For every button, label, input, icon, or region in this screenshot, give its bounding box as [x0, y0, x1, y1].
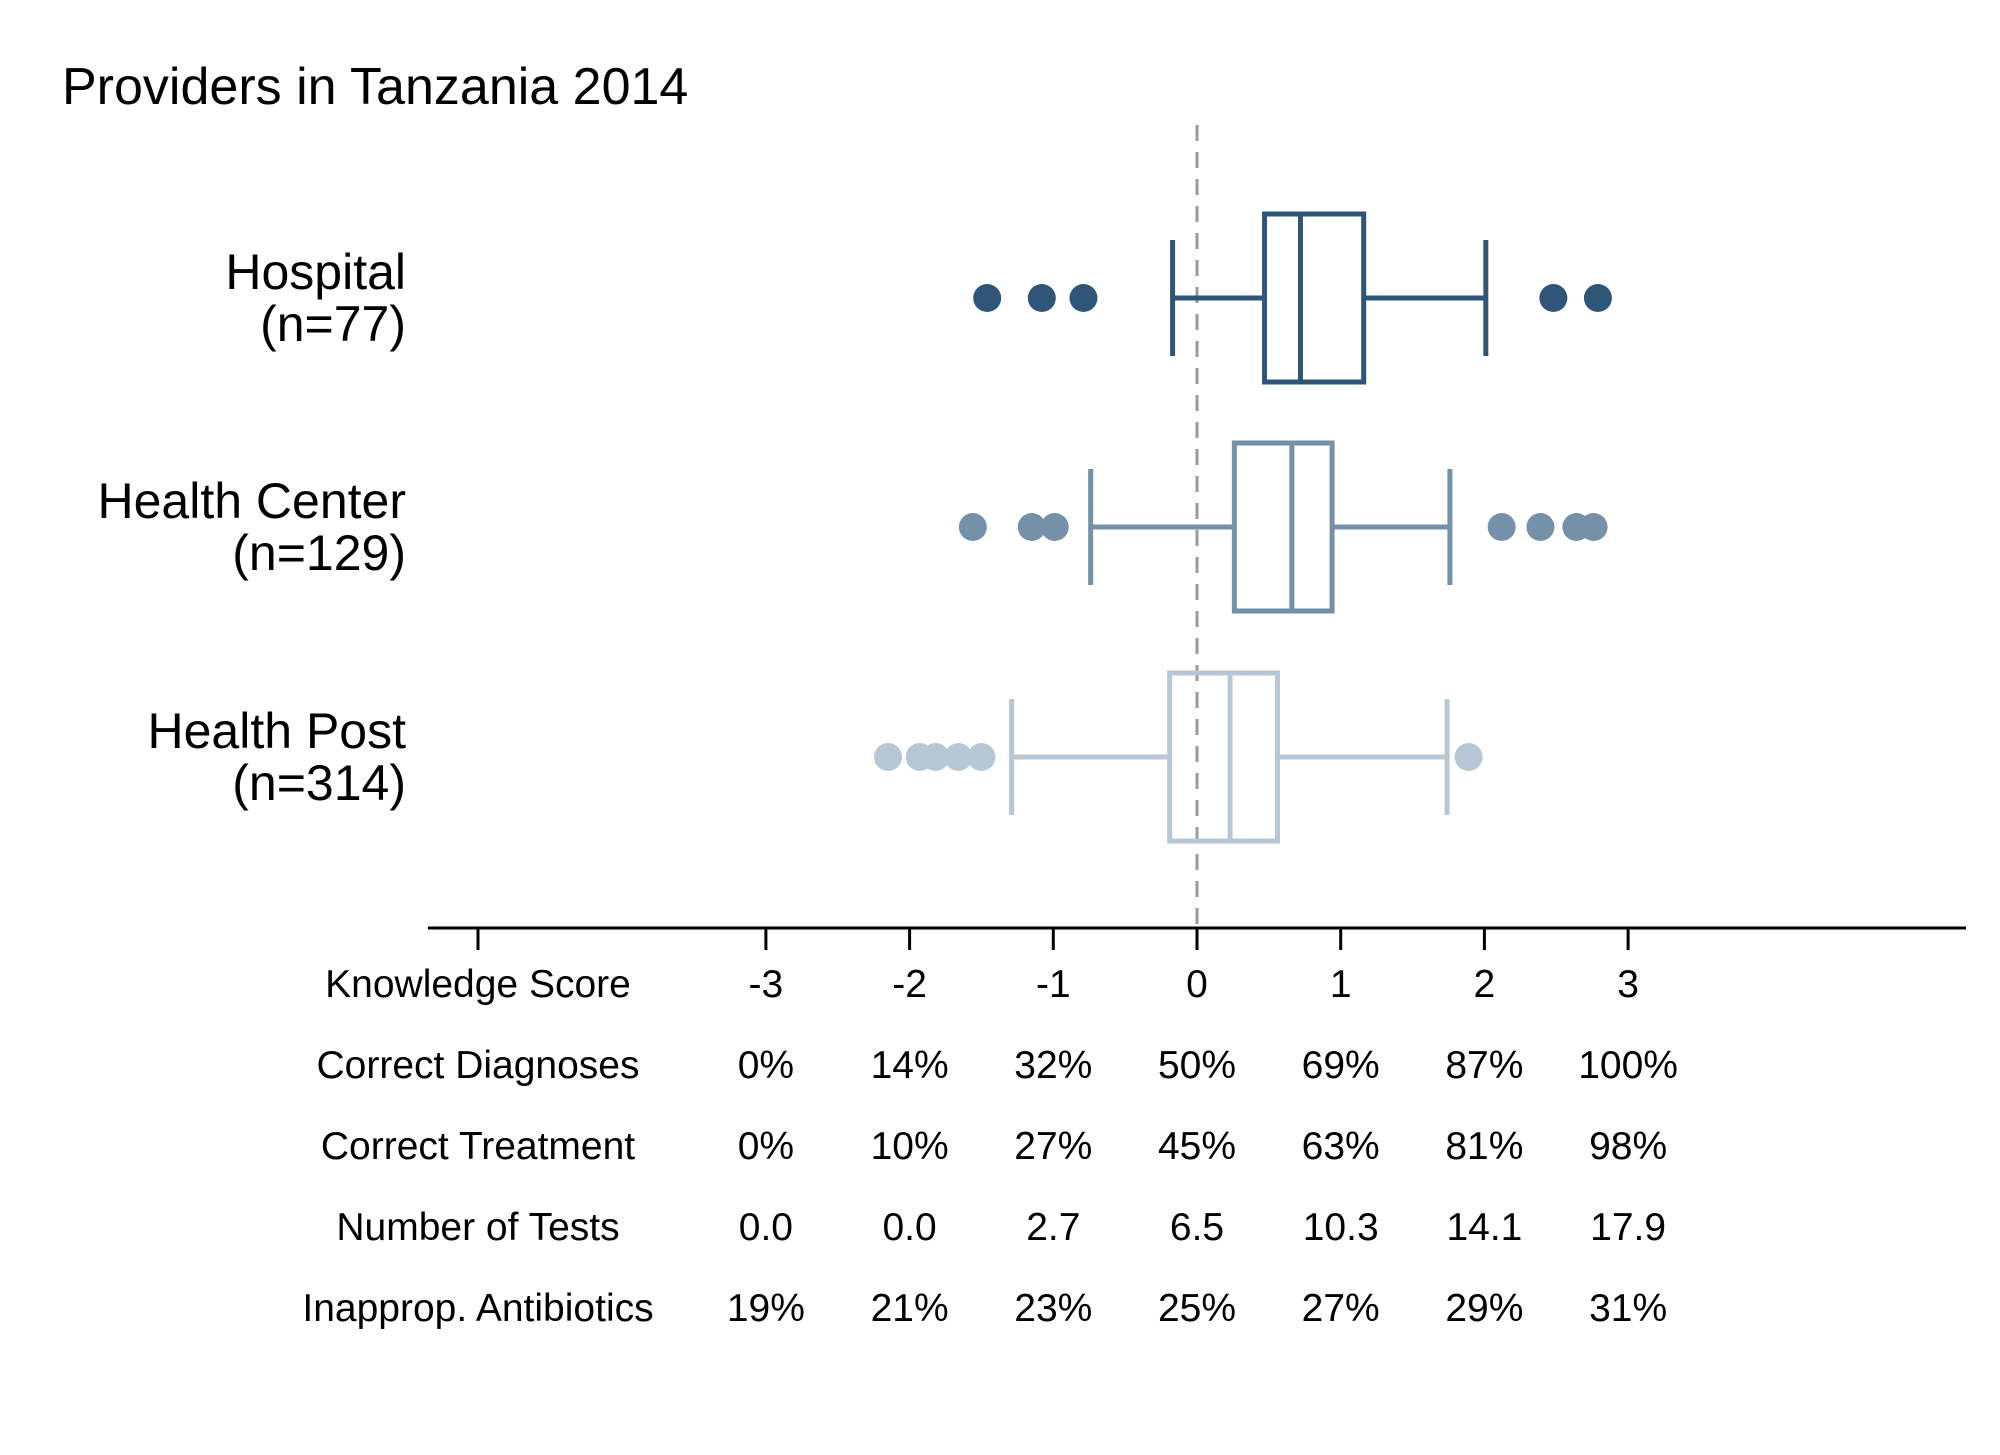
axis-table-value: 87%: [1445, 1044, 1523, 1087]
axis-table-value: 50%: [1158, 1044, 1236, 1087]
box-plots: [874, 211, 1612, 844]
outlier-point: [944, 743, 973, 771]
category-n-label: (n=129): [232, 525, 406, 581]
axis-table-value: 23%: [1014, 1287, 1092, 1330]
x-axis-ticks: [476, 928, 1630, 950]
axis-table-value: 32%: [1014, 1044, 1092, 1087]
outlier-point: [1579, 513, 1608, 541]
axis-table-value: 1: [1330, 963, 1352, 1006]
axis-table-value: 10.3: [1303, 1206, 1379, 1249]
box-health-center: [958, 440, 1608, 614]
axis-table-value: 0.0: [739, 1206, 793, 1249]
axis-table-value: 2: [1474, 963, 1496, 1006]
outlier-point: [1526, 513, 1555, 541]
category-n-label: (n=77): [260, 296, 406, 352]
axis-table-value: 25%: [1158, 1287, 1236, 1330]
category-name-label: Health Post: [148, 703, 407, 759]
axis-table-row-label: Inapprop. Antibiotics: [302, 1287, 653, 1330]
axis-table-value: 21%: [871, 1287, 949, 1330]
outlier-point: [967, 743, 996, 771]
axis-table-value: 31%: [1589, 1287, 1667, 1330]
axis-table-value: 3: [1617, 963, 1639, 1006]
axis-table-value: 17.9: [1590, 1206, 1666, 1249]
category-labels: Hospital(n=77) Health Center(n=129) Health…: [98, 244, 407, 811]
axis-table-value: 10%: [871, 1125, 949, 1168]
axis-table-value: -3: [749, 963, 784, 1006]
outlier-point: [1027, 284, 1056, 312]
outlier-point: [973, 284, 1002, 312]
outlier-point: [1583, 284, 1612, 312]
axis-table-value: -2: [892, 963, 927, 1006]
box-hospital: [973, 211, 1612, 385]
outlier-point: [1040, 513, 1069, 541]
outlier-point: [921, 743, 950, 771]
axis-table-row-label: Correct Treatment: [321, 1125, 635, 1168]
axis-table-value: 14.1: [1446, 1206, 1522, 1249]
category-name-label: Health Center: [98, 473, 407, 529]
axis-table-value: 2.7: [1026, 1206, 1080, 1249]
axis-table-value: 81%: [1445, 1125, 1523, 1168]
outlier-point: [1539, 284, 1568, 312]
axis-table-value: 19%: [727, 1287, 805, 1330]
outlier-point: [1487, 513, 1516, 541]
axis-table-value: 0.0: [882, 1206, 936, 1249]
box-health-post: [874, 670, 1483, 844]
axis-table-value: 69%: [1302, 1044, 1380, 1087]
axis-table-value: 100%: [1578, 1044, 1678, 1087]
iqr-box: [1262, 211, 1367, 385]
iqr-box: [1167, 670, 1280, 844]
outlier-point: [1454, 743, 1483, 771]
outlier-point: [1069, 284, 1098, 312]
category-n-label: (n=314): [232, 755, 406, 811]
outlier-point: [1017, 513, 1046, 541]
axis-table-value: 14%: [871, 1044, 949, 1087]
axis-table-row-label: Knowledge Score: [325, 963, 631, 1006]
axis-table-value: 6.5: [1170, 1206, 1224, 1249]
axis-table-row-label: Number of Tests: [336, 1206, 619, 1249]
axis-table-value: 0%: [738, 1044, 794, 1087]
axis-table-value: 45%: [1158, 1125, 1236, 1168]
axis-table-value: 27%: [1014, 1125, 1092, 1168]
axis-table-value: 27%: [1302, 1287, 1380, 1330]
axis-table: Knowledge Score -3 -2 -1 0 1 2 3 Correct Diagnos…: [302, 963, 1678, 1330]
axis-table-value: 98%: [1589, 1125, 1667, 1168]
iqr-box: [1231, 440, 1335, 614]
axis-table-value: 29%: [1445, 1287, 1523, 1330]
axis-table-value: -1: [1036, 963, 1071, 1006]
axis-table-value: 63%: [1302, 1125, 1380, 1168]
axis-table-value: 0%: [738, 1125, 794, 1168]
axis-table-row-label: Correct Diagnoses: [317, 1044, 640, 1087]
axis-table-value: 0: [1186, 963, 1208, 1006]
chart-title: Providers in Tanzania 2014: [62, 58, 688, 116]
category-name-label: Hospital: [225, 244, 406, 300]
outlier-point: [958, 513, 987, 541]
outlier-point: [874, 743, 903, 771]
